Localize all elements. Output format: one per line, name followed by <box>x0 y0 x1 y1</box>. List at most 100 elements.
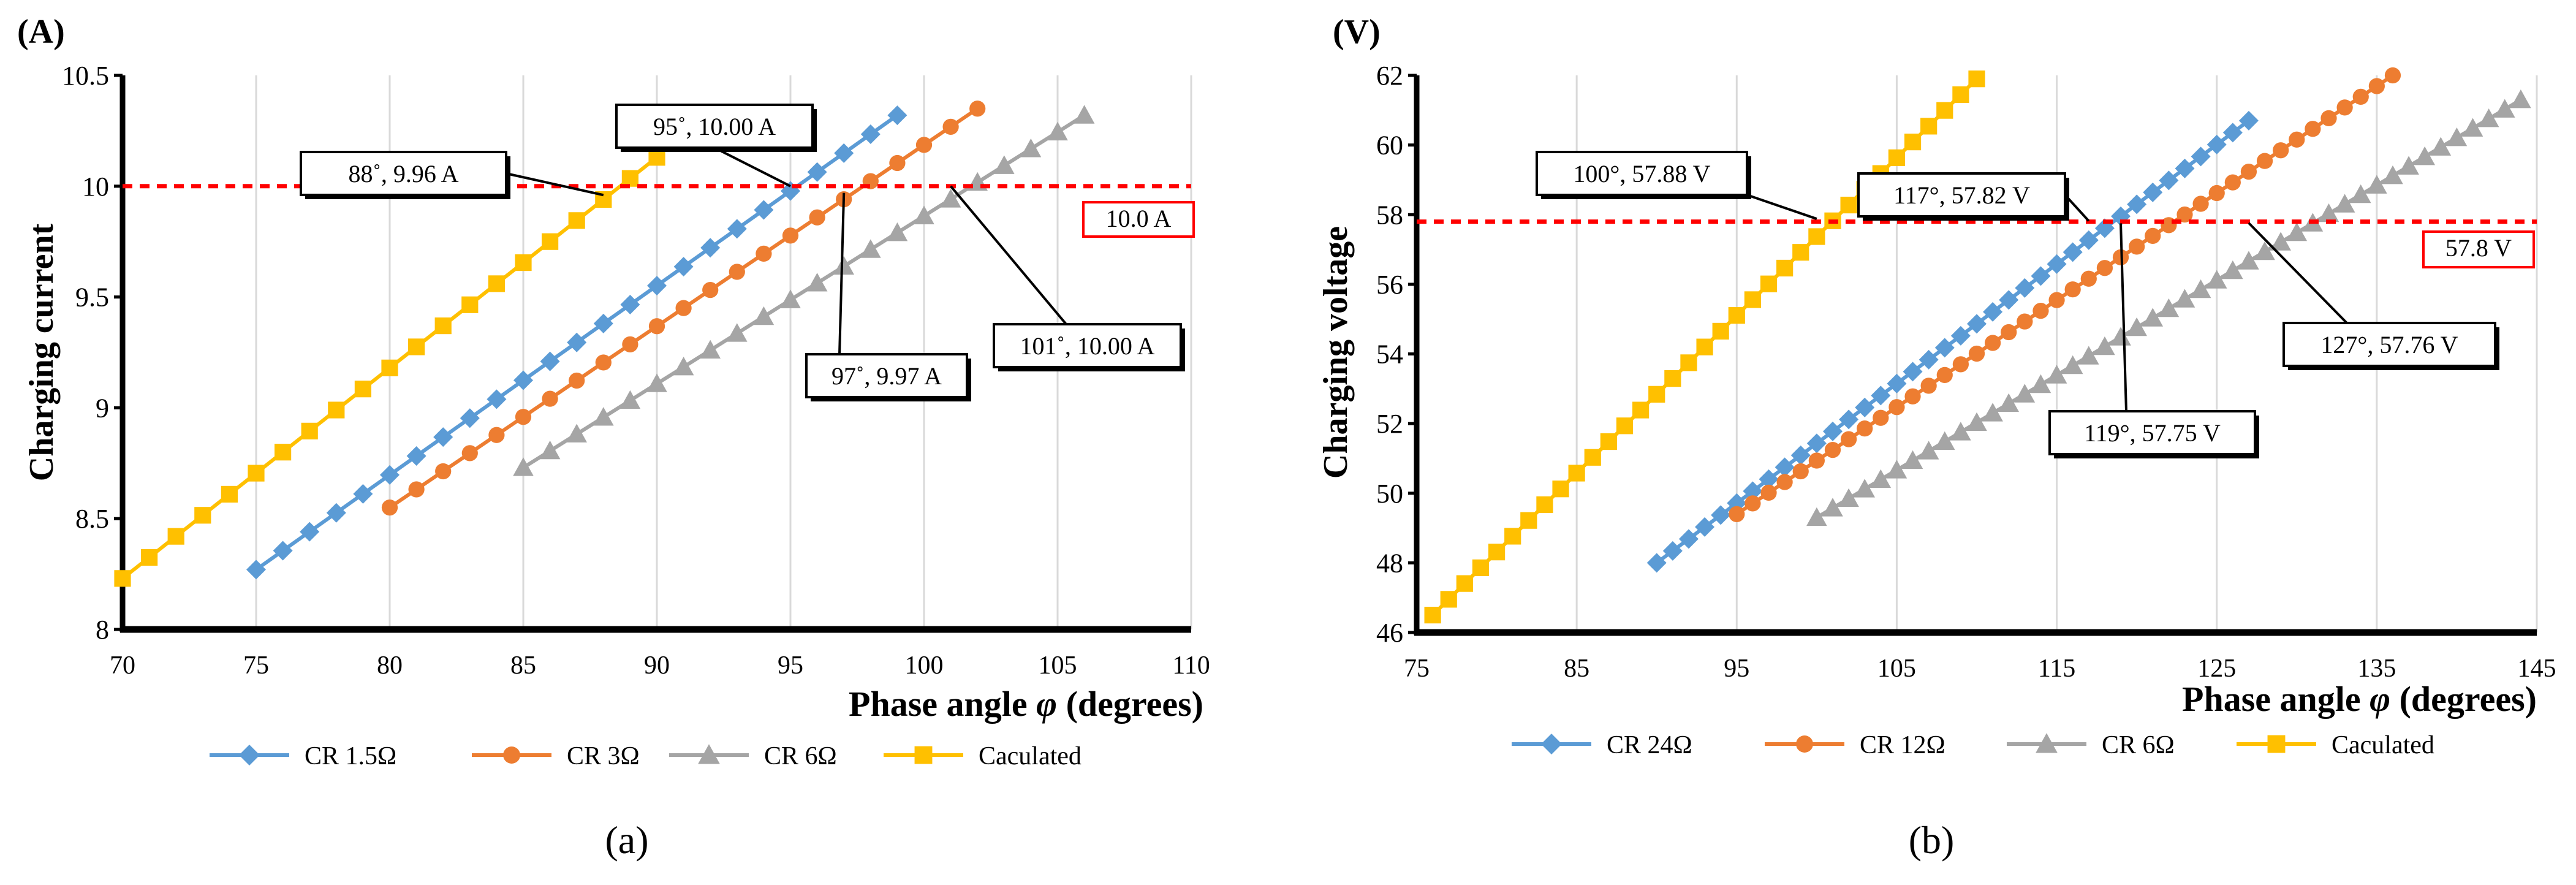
data-point <box>275 444 292 461</box>
data-point <box>2446 127 2468 146</box>
data-point <box>460 408 480 428</box>
data-point <box>326 503 346 523</box>
data-point <box>1999 290 2019 310</box>
data-point <box>621 170 638 187</box>
x-tick-label: 135 <box>2357 655 2396 683</box>
data-point <box>1808 228 1825 245</box>
data-point <box>620 294 640 314</box>
x-tick-label: 115 <box>2038 655 2075 683</box>
data-point <box>568 212 585 229</box>
annotation-label: 101˚, 10.00 A <box>1020 332 1155 360</box>
data-point <box>406 446 426 466</box>
data-point <box>860 239 881 258</box>
data-point <box>2254 241 2275 260</box>
data-point <box>1806 507 1827 526</box>
legend-swatch-marker <box>1541 734 1562 754</box>
y-tick-label: 9 <box>96 393 109 423</box>
data-point <box>380 465 400 485</box>
data-point <box>2110 327 2131 346</box>
annotation-label: 119°, 57.75 V <box>2084 419 2221 447</box>
annotation-label: 88˚, 9.96 A <box>349 160 459 188</box>
data-point <box>2382 165 2403 184</box>
data-point <box>1472 559 1490 576</box>
data-point <box>1840 431 1857 447</box>
data-point <box>1743 481 1763 501</box>
data-point <box>2494 99 2515 118</box>
data-point <box>353 484 373 504</box>
data-point <box>1584 449 1601 466</box>
annotation-box <box>805 353 968 398</box>
legend-item-cr-12: CR 12Ω <box>1765 731 1945 759</box>
annotation-callout: 88˚, 9.96 A <box>300 151 604 199</box>
data-point <box>2350 184 2371 203</box>
data-point <box>488 275 505 292</box>
data-point <box>1568 465 1585 482</box>
data-point <box>2158 298 2180 317</box>
data-point <box>2078 230 2099 250</box>
data-point <box>1696 338 1713 355</box>
data-point <box>539 440 561 460</box>
series-line-cr-6 <box>522 113 1086 469</box>
data-point <box>675 300 692 316</box>
data-point <box>860 124 881 144</box>
y-tick-label: 50 <box>1376 479 1403 509</box>
data-point <box>834 143 854 163</box>
data-point <box>595 354 612 371</box>
x-tick-label: 100 <box>905 651 944 680</box>
data-point <box>2256 153 2273 169</box>
data-point <box>2046 365 2067 384</box>
data-point <box>2127 194 2147 215</box>
data-point <box>2240 164 2257 180</box>
data-point <box>806 273 828 292</box>
data-point <box>461 296 479 313</box>
y-tick-label: 62 <box>1376 61 1403 91</box>
data-point <box>1902 450 1923 469</box>
data-point <box>1775 457 1795 477</box>
x-tick-label: 85 <box>1564 655 1589 683</box>
data-point <box>1074 105 1095 124</box>
x-tick-label: 110 <box>1172 651 1210 680</box>
data-point <box>2286 222 2308 241</box>
data-point <box>700 238 721 258</box>
annotation-callout: 100°, 57.88 V <box>1536 151 1817 220</box>
data-point <box>1488 544 1506 561</box>
data-point <box>2063 242 2083 262</box>
data-point <box>2094 336 2115 355</box>
data-point <box>1424 606 1441 624</box>
data-point <box>114 570 131 587</box>
panel-caption: (b) <box>1909 818 1955 862</box>
data-point <box>2064 281 2081 298</box>
data-point <box>2224 174 2241 191</box>
data-point <box>1776 259 1794 277</box>
data-point <box>2014 384 2036 403</box>
data-point <box>1919 349 1939 370</box>
y-tick-label: 60 <box>1376 131 1403 161</box>
data-point <box>1695 517 1715 537</box>
annotation-leader-line <box>2120 223 2127 412</box>
data-point <box>2320 110 2337 126</box>
data-point <box>1646 553 1667 573</box>
data-point <box>2048 292 2065 308</box>
data-point <box>647 276 667 296</box>
data-point <box>1952 86 1969 104</box>
data-point <box>221 485 238 503</box>
legend-swatch-marker <box>503 746 520 764</box>
data-point <box>246 560 266 580</box>
data-point <box>2270 232 2291 251</box>
x-tick-label: 90 <box>644 651 670 680</box>
legend-label: CR 6Ω <box>764 742 837 770</box>
y-axis-label: Charging current <box>23 223 61 481</box>
x-tick-label: 105 <box>1039 651 1077 680</box>
data-point <box>1711 505 1731 525</box>
x-axis-label-prefix: Phase angle <box>2182 679 2370 719</box>
y-tick-label: 48 <box>1376 548 1403 578</box>
data-point <box>673 356 694 376</box>
data-point <box>727 323 748 342</box>
data-point <box>248 465 265 482</box>
series-cr-6 <box>513 105 1095 476</box>
data-point <box>1808 452 1825 469</box>
data-point <box>354 381 371 398</box>
data-point <box>381 499 398 516</box>
data-point <box>889 154 906 172</box>
